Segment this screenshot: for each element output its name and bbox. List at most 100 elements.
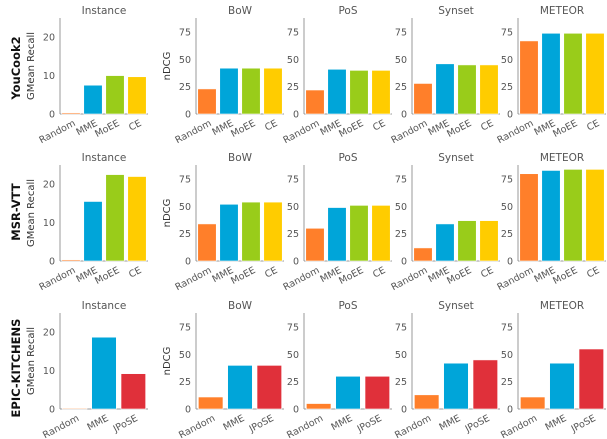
y-tick-label: 10 bbox=[43, 366, 55, 377]
panel-title: PoS bbox=[338, 300, 357, 312]
x-tick-label: CE bbox=[263, 118, 279, 134]
bar-ce bbox=[263, 67, 283, 115]
y-tick-label: 25 bbox=[501, 82, 513, 93]
y-tick-label: 0 bbox=[293, 405, 299, 416]
y-tick-label: 25 bbox=[395, 229, 407, 240]
bar-mme bbox=[435, 223, 455, 262]
x-tick-label: MME bbox=[437, 413, 462, 433]
bar-random bbox=[519, 40, 539, 115]
y-tick-label: 0 bbox=[507, 257, 513, 268]
panel-epic-kitchens-instance: Instance 0 10 20 GMean Recall Random MME JPoSE bbox=[26, 300, 148, 439]
bar-random bbox=[197, 223, 217, 262]
bar-ce bbox=[585, 169, 605, 262]
x-tick-label: JPoSE bbox=[355, 413, 384, 435]
x-tick-label: Random bbox=[177, 413, 217, 439]
x-tick-label: Random bbox=[282, 118, 322, 146]
y-tick-label: 75 bbox=[395, 175, 407, 186]
y-tick-label: 75 bbox=[179, 175, 191, 186]
x-tick-label: Random bbox=[496, 118, 536, 146]
bar-mme bbox=[219, 203, 239, 262]
bar-mme bbox=[227, 365, 253, 410]
y-tick-label: 50 bbox=[501, 350, 513, 361]
y-tick-label: 75 bbox=[287, 323, 299, 334]
bar-moee bbox=[563, 169, 583, 262]
bar-jpose bbox=[120, 373, 146, 410]
x-tick-label: MME bbox=[329, 413, 354, 433]
panel-title: PoS bbox=[338, 5, 357, 17]
y-tick-label: 75 bbox=[179, 28, 191, 39]
y-tick-label: 25 bbox=[395, 377, 407, 388]
y-tick-label: 0 bbox=[507, 405, 513, 416]
x-tick-label: CE bbox=[263, 265, 279, 281]
bar-ce bbox=[263, 201, 283, 262]
y-tick-label: 75 bbox=[179, 323, 191, 334]
x-tick-label: JPoSE bbox=[247, 413, 276, 435]
panel-title: BoW bbox=[228, 300, 253, 312]
x-tick-label: MoEE bbox=[445, 118, 473, 140]
bar-jpose bbox=[578, 348, 604, 410]
y-tick-label: 25 bbox=[287, 82, 299, 93]
bar-jpose bbox=[472, 359, 498, 410]
x-tick-label: MoEE bbox=[337, 265, 365, 287]
bar-mme bbox=[327, 207, 347, 262]
x-tick-label: CE bbox=[127, 118, 143, 134]
x-tick-label: Random bbox=[390, 265, 430, 293]
y-tick-label: 75 bbox=[501, 323, 513, 334]
x-tick-label: Random bbox=[174, 118, 214, 146]
y-tick-label: 0 bbox=[185, 257, 191, 268]
panel-title: Synset bbox=[438, 300, 474, 312]
x-tick-label: CE bbox=[371, 118, 387, 134]
row-label: YouCook2 bbox=[9, 36, 23, 100]
y-tick-label: 20 bbox=[43, 33, 55, 44]
bar-moee bbox=[457, 220, 477, 262]
bar-random bbox=[61, 259, 81, 262]
y-tick-label: 0 bbox=[507, 110, 513, 121]
bar-mme bbox=[443, 362, 469, 410]
y-tick-label: 0 bbox=[49, 405, 55, 416]
y-tick-label: 0 bbox=[401, 405, 407, 416]
bar-mme bbox=[83, 201, 103, 262]
y-tick-label: 75 bbox=[287, 175, 299, 186]
x-tick-label: Random bbox=[38, 265, 78, 293]
bar-ce bbox=[371, 205, 391, 262]
y-axis-label: nDCG bbox=[162, 347, 173, 376]
bar-random bbox=[198, 396, 224, 410]
y-tick-label: 75 bbox=[501, 175, 513, 186]
bar-random bbox=[414, 394, 440, 410]
panel-title: Instance bbox=[82, 300, 127, 312]
x-tick-label: Random bbox=[393, 413, 433, 439]
x-tick-label: CE bbox=[371, 265, 387, 281]
y-tick-label: 0 bbox=[401, 110, 407, 121]
bar-random bbox=[62, 407, 88, 410]
panel-title: METEOR bbox=[540, 5, 584, 17]
bar-random bbox=[519, 173, 539, 262]
y-tick-label: 50 bbox=[287, 350, 299, 361]
bar-ce bbox=[479, 220, 499, 262]
bar-moee bbox=[349, 70, 369, 115]
bar-random bbox=[305, 227, 325, 262]
y-axis-label: nDCG bbox=[162, 52, 173, 81]
panel-title: METEOR bbox=[540, 300, 584, 312]
panel-title: BoW bbox=[228, 5, 253, 17]
y-tick-label: 50 bbox=[179, 202, 191, 213]
bar-moee bbox=[563, 32, 583, 115]
bar-random bbox=[413, 247, 433, 262]
y-tick-label: 20 bbox=[43, 180, 55, 191]
y-tick-label: 50 bbox=[501, 55, 513, 66]
y-axis-label: nDCG bbox=[162, 199, 173, 228]
x-tick-label: MoEE bbox=[551, 118, 579, 140]
panel-title: Instance bbox=[82, 152, 127, 164]
y-tick-label: 25 bbox=[287, 377, 299, 388]
y-tick-label: 25 bbox=[179, 229, 191, 240]
x-tick-label: CE bbox=[479, 265, 495, 281]
y-tick-label: 50 bbox=[395, 55, 407, 66]
x-tick-label: MME bbox=[543, 413, 568, 433]
bar-moee bbox=[105, 75, 125, 115]
y-tick-label: 75 bbox=[287, 28, 299, 39]
